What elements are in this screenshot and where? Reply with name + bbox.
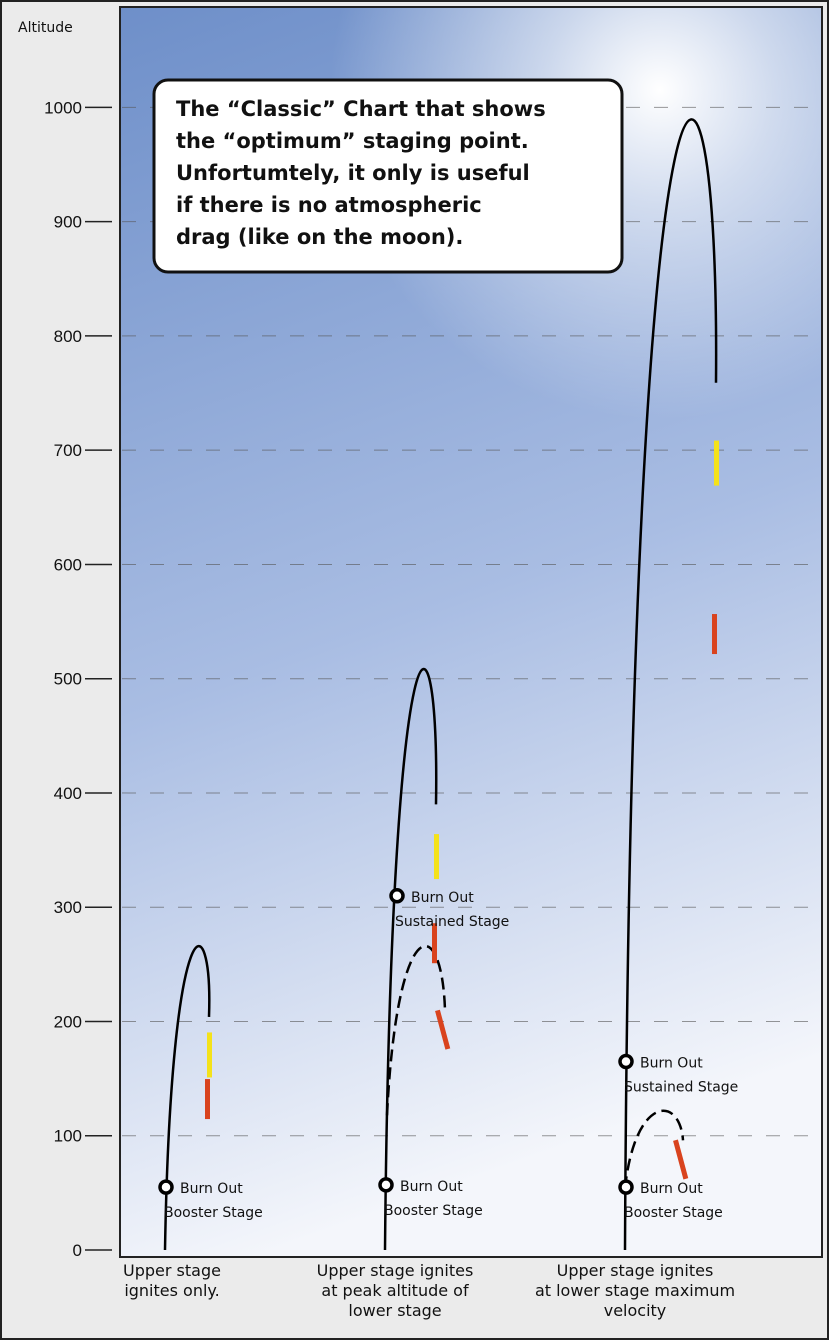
- rocket: [434, 834, 439, 880]
- burnout-label: Burn Out: [640, 1055, 703, 1071]
- rocket: [673, 1139, 689, 1180]
- y-tick-label: 700: [54, 441, 82, 460]
- y-tick-label: 600: [54, 555, 82, 574]
- rocket: [207, 1032, 212, 1078]
- y-tick-label: 0: [73, 1241, 82, 1260]
- burnout-point: [618, 1179, 634, 1195]
- y-tick-label: 200: [54, 1012, 82, 1031]
- burnout-label: Burn Out: [400, 1179, 463, 1195]
- burnout-label: Burn Out: [640, 1181, 703, 1197]
- rocket: [435, 1009, 451, 1050]
- rocket: [714, 440, 719, 486]
- x-tick-label: Upper stage: [123, 1261, 221, 1280]
- y-tick-label: 100: [54, 1127, 82, 1146]
- y-tick-label: 1000: [44, 98, 82, 117]
- rocket: [712, 614, 717, 655]
- trajectory: [383, 667, 438, 1251]
- burnout-label: Booster Stage: [384, 1203, 483, 1219]
- burnout-label: Booster Stage: [624, 1205, 723, 1221]
- trajectory: [163, 945, 211, 1251]
- burnout-label: Booster Stage: [164, 1205, 263, 1221]
- annotation-text: the “optimum” staging point.: [176, 129, 529, 153]
- x-tick-label: Upper stage ignites: [317, 1261, 474, 1280]
- burnout-point: [618, 1053, 634, 1070]
- y-tick-label: 400: [54, 784, 82, 803]
- annotation-box: [152, 78, 624, 274]
- rocket: [205, 1079, 210, 1120]
- booster-trajectory: [623, 1109, 685, 1189]
- y-axis-label: Altitude: [18, 20, 73, 36]
- y-tick-label: 900: [54, 213, 82, 232]
- burnout-label: Sustained Stage: [395, 914, 509, 930]
- annotation-text: if there is no atmospheric: [176, 193, 482, 217]
- annotation-text: drag (like on the moon).: [176, 225, 463, 249]
- y-tick-label: 500: [54, 670, 82, 689]
- burnout-point: [389, 888, 405, 904]
- burnout-point: [158, 1179, 174, 1195]
- x-tick-label: Upper stage ignites: [557, 1261, 714, 1280]
- trajectory: [623, 118, 718, 1251]
- x-tick-label: velocity: [604, 1301, 667, 1320]
- booster-trajectory: [385, 944, 447, 1116]
- x-tick-label: lower stage: [348, 1301, 441, 1320]
- burnout-label: Burn Out: [180, 1181, 243, 1197]
- x-tick-label: at peak altitude of: [321, 1281, 469, 1300]
- x-tick-label: at lower stage maximum: [535, 1281, 735, 1300]
- burnout-point: [378, 1177, 394, 1193]
- annotation-text: Unfortumtely, it only is useful: [176, 161, 530, 185]
- rocket: [432, 923, 437, 964]
- y-tick-label: 800: [54, 327, 82, 346]
- burnout-label: Burn Out: [411, 890, 474, 906]
- y-tick-label: 300: [54, 898, 82, 917]
- burnout-label: Sustained Stage: [624, 1079, 738, 1095]
- annotation-text: The “Classic” Chart that shows: [176, 97, 546, 121]
- x-tick-label: ignites only.: [124, 1281, 219, 1300]
